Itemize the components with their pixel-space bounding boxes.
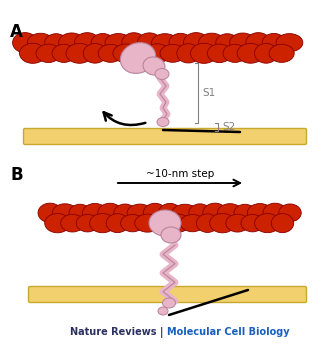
Ellipse shape: [151, 213, 174, 233]
Ellipse shape: [217, 204, 243, 222]
Ellipse shape: [89, 214, 116, 233]
Ellipse shape: [199, 33, 225, 52]
Ellipse shape: [177, 44, 200, 63]
Ellipse shape: [158, 307, 168, 315]
Ellipse shape: [279, 204, 301, 222]
Ellipse shape: [157, 118, 169, 127]
FancyBboxPatch shape: [28, 287, 307, 302]
Ellipse shape: [59, 33, 85, 52]
Ellipse shape: [61, 214, 84, 232]
Ellipse shape: [45, 214, 70, 233]
Ellipse shape: [122, 33, 146, 53]
Ellipse shape: [226, 214, 249, 232]
Ellipse shape: [76, 214, 99, 232]
Ellipse shape: [247, 204, 273, 222]
Ellipse shape: [189, 204, 211, 222]
Text: Molecular Cell Biology: Molecular Cell Biology: [167, 327, 290, 337]
Ellipse shape: [83, 44, 107, 63]
Ellipse shape: [210, 213, 236, 233]
Ellipse shape: [241, 214, 264, 232]
Ellipse shape: [27, 33, 54, 52]
Ellipse shape: [216, 34, 239, 52]
Ellipse shape: [144, 44, 170, 63]
Text: ~10-nm step: ~10-nm step: [146, 169, 214, 179]
Ellipse shape: [149, 210, 181, 236]
Ellipse shape: [143, 57, 165, 75]
Ellipse shape: [52, 204, 78, 222]
Ellipse shape: [98, 44, 123, 62]
Ellipse shape: [120, 43, 156, 73]
Ellipse shape: [114, 204, 136, 222]
Ellipse shape: [162, 298, 176, 308]
Ellipse shape: [69, 204, 91, 222]
Ellipse shape: [105, 34, 132, 52]
Ellipse shape: [152, 34, 178, 52]
Text: Nature Reviews |: Nature Reviews |: [70, 326, 167, 337]
Ellipse shape: [246, 33, 271, 53]
Text: A: A: [10, 23, 23, 41]
Ellipse shape: [172, 204, 198, 222]
Ellipse shape: [66, 43, 93, 63]
Ellipse shape: [19, 43, 46, 63]
Ellipse shape: [36, 44, 61, 63]
Ellipse shape: [234, 204, 256, 222]
Ellipse shape: [38, 203, 62, 223]
Ellipse shape: [143, 203, 166, 223]
Ellipse shape: [113, 44, 139, 63]
Text: S2: S2: [222, 122, 235, 132]
Ellipse shape: [165, 214, 190, 232]
Ellipse shape: [91, 33, 114, 52]
Ellipse shape: [263, 203, 287, 223]
Ellipse shape: [191, 43, 217, 63]
Ellipse shape: [45, 34, 68, 52]
Ellipse shape: [127, 204, 153, 222]
Ellipse shape: [121, 214, 144, 232]
Ellipse shape: [160, 44, 186, 62]
Ellipse shape: [262, 33, 285, 52]
Ellipse shape: [75, 33, 100, 53]
Ellipse shape: [207, 44, 231, 63]
Ellipse shape: [155, 68, 169, 79]
Ellipse shape: [180, 215, 205, 232]
Ellipse shape: [230, 33, 256, 52]
Ellipse shape: [237, 43, 264, 63]
Ellipse shape: [223, 44, 247, 62]
Ellipse shape: [255, 43, 278, 63]
FancyBboxPatch shape: [23, 129, 307, 144]
Ellipse shape: [82, 204, 108, 222]
Ellipse shape: [13, 33, 38, 53]
Text: S1: S1: [202, 88, 215, 98]
Ellipse shape: [169, 33, 192, 52]
Ellipse shape: [184, 33, 209, 53]
Ellipse shape: [276, 34, 303, 52]
Ellipse shape: [255, 214, 280, 233]
Ellipse shape: [130, 43, 153, 63]
Ellipse shape: [196, 214, 219, 233]
Ellipse shape: [52, 44, 76, 62]
Ellipse shape: [137, 33, 161, 53]
Ellipse shape: [158, 203, 182, 222]
Ellipse shape: [106, 214, 129, 233]
Text: B: B: [10, 166, 23, 184]
Ellipse shape: [98, 203, 122, 223]
Ellipse shape: [203, 203, 227, 223]
Ellipse shape: [271, 214, 294, 233]
Ellipse shape: [161, 227, 181, 243]
Ellipse shape: [269, 44, 294, 62]
Ellipse shape: [135, 214, 160, 232]
